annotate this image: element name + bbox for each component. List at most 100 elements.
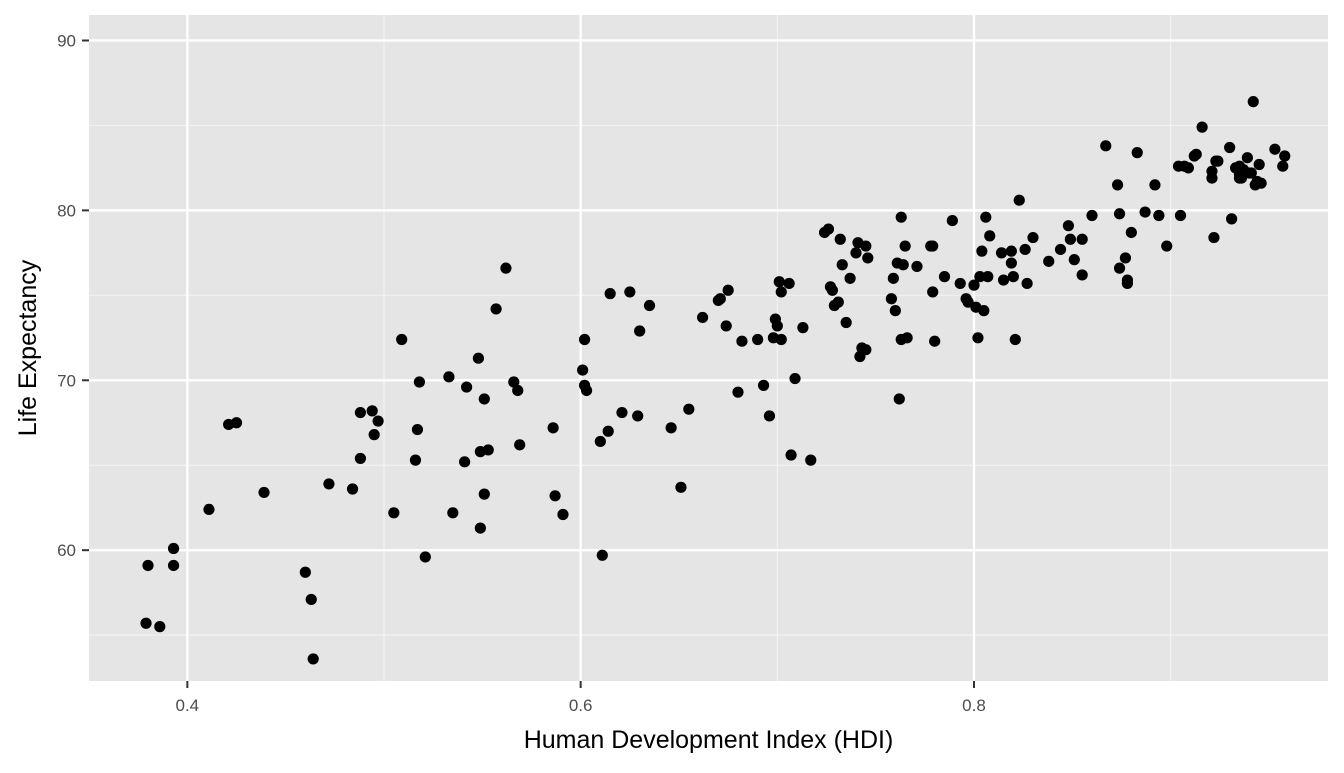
data-point (482, 444, 494, 456)
data-point (771, 320, 783, 332)
data-point (887, 272, 899, 284)
data-point (368, 429, 380, 441)
data-point (474, 522, 486, 534)
data-point (995, 247, 1008, 259)
data-point (632, 410, 644, 422)
data-point (354, 452, 366, 465)
data-point (850, 247, 862, 259)
data-point (1269, 143, 1281, 155)
data-point (366, 405, 378, 417)
data-point (1111, 179, 1124, 191)
data-point (789, 372, 801, 385)
y-tick-label: 90 (57, 31, 76, 50)
data-point (1005, 257, 1017, 269)
data-point (1076, 269, 1088, 281)
data-point (1125, 226, 1137, 239)
data-point (1064, 233, 1076, 245)
data-point (1113, 262, 1126, 274)
data-point (675, 481, 687, 493)
y-tick-label: 70 (57, 371, 76, 390)
data-point (1119, 252, 1132, 264)
data-point (512, 384, 524, 397)
data-point (980, 211, 992, 223)
data-point (154, 621, 166, 633)
data-point (140, 617, 152, 629)
data-point (720, 320, 732, 332)
data-point (1212, 155, 1224, 167)
data-point (968, 279, 980, 291)
y-tick-label: 80 (57, 201, 76, 220)
data-point (893, 393, 905, 405)
x-tick-label: 0.4 (176, 696, 200, 715)
data-point (1206, 172, 1218, 184)
data-point (984, 230, 996, 242)
data-point (722, 284, 734, 296)
data-point (978, 305, 990, 317)
data-point (714, 293, 726, 305)
data-point (547, 422, 559, 434)
data-point (419, 551, 431, 563)
data-point (1279, 150, 1291, 162)
data-points (140, 96, 1291, 665)
data-point (763, 410, 776, 422)
data-point (346, 483, 359, 495)
data-point (142, 559, 154, 572)
data-point (616, 406, 628, 419)
data-point (305, 593, 317, 606)
data-point (461, 381, 473, 393)
data-point (697, 311, 709, 324)
data-point (478, 393, 490, 405)
data-point (822, 223, 835, 235)
data-point (459, 456, 471, 468)
x-axis: 0.4 0.6 0.8 (176, 681, 986, 715)
data-point (549, 490, 561, 502)
data-point (775, 333, 787, 346)
data-point (785, 449, 797, 461)
data-point (500, 262, 512, 274)
data-point (826, 284, 839, 296)
minor-gridlines (89, 15, 1328, 681)
data-point (1247, 96, 1259, 108)
data-point (844, 272, 856, 284)
y-axis: 60 70 80 90 (57, 31, 89, 560)
data-point (885, 293, 898, 305)
data-point (1174, 209, 1187, 222)
data-point (1043, 255, 1055, 267)
data-point (927, 286, 939, 298)
data-point (624, 286, 636, 298)
data-point (577, 364, 589, 376)
data-point (409, 454, 422, 466)
data-point (602, 425, 614, 437)
y-axis-title: Life Expectancy (14, 259, 42, 436)
y-tick-label: 60 (57, 541, 76, 560)
data-point (1027, 231, 1039, 244)
data-point (372, 415, 384, 427)
data-point (1021, 277, 1033, 290)
data-point (388, 507, 400, 519)
data-point (258, 486, 270, 499)
data-point (1131, 147, 1143, 159)
data-point (797, 322, 809, 334)
data-point (634, 325, 646, 337)
data-point (1005, 245, 1017, 257)
data-point (1013, 194, 1025, 206)
data-point (167, 542, 180, 555)
data-point (862, 252, 874, 264)
data-point (508, 376, 520, 388)
data-point (1100, 140, 1112, 152)
data-point (901, 332, 913, 344)
data-point (805, 454, 817, 466)
data-point (307, 653, 319, 665)
data-point (1121, 277, 1133, 290)
data-point (1226, 213, 1238, 225)
data-point (478, 488, 490, 500)
data-point (860, 240, 872, 252)
data-point (665, 422, 677, 434)
data-point (929, 335, 941, 347)
data-point (443, 371, 455, 383)
data-point (982, 271, 994, 283)
data-point (1161, 240, 1173, 252)
data-point (230, 417, 243, 429)
